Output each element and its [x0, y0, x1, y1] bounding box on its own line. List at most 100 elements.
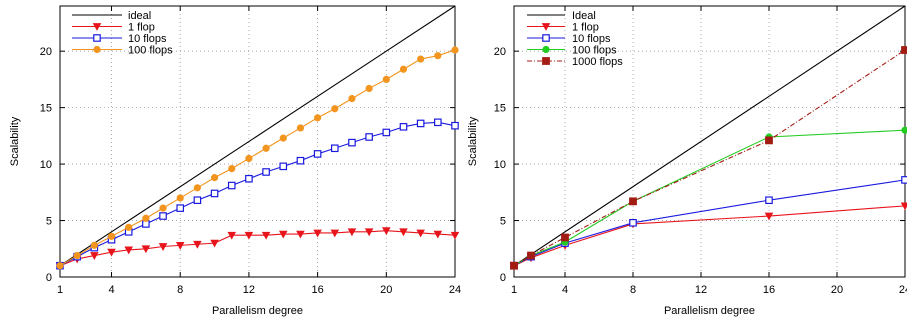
x-tick-label: 1 [511, 284, 517, 296]
legend-marker [92, 23, 102, 31]
data-point [417, 55, 425, 63]
data-point [399, 228, 408, 237]
data-point [296, 230, 305, 239]
plot-frame [59, 5, 456, 278]
data-point [382, 128, 391, 137]
legend-marker [542, 57, 550, 65]
data-point [433, 230, 443, 239]
data-point [193, 196, 202, 205]
data-point [382, 75, 390, 83]
y-tick-label: 10 [40, 159, 52, 171]
data-point [73, 251, 81, 260]
data-point [331, 105, 339, 113]
data-point [450, 231, 460, 240]
data-point [382, 227, 391, 236]
data-point [399, 123, 408, 131]
series-line [59, 121, 456, 267]
series-3 [510, 126, 907, 270]
data-point [193, 184, 201, 192]
series-line [59, 230, 456, 267]
legend-marker [93, 34, 101, 42]
x-tick-label: 1 [57, 284, 63, 296]
data-point [365, 133, 373, 141]
data-point [227, 231, 237, 240]
x-tick-label: 4 [562, 284, 568, 296]
series-line [513, 129, 906, 267]
y-tick-label: 20 [494, 46, 506, 58]
legend-label: ideal [128, 10, 151, 22]
data-point [262, 144, 270, 152]
data-point [141, 245, 151, 254]
data-point [262, 168, 270, 176]
x-tick-label: 16 [311, 284, 323, 296]
plot-frame [513, 5, 906, 278]
y-tick-label: 0 [46, 272, 52, 284]
legend-label: 1 flop [128, 22, 155, 34]
data-point [765, 136, 773, 145]
data-point [764, 212, 774, 221]
data-point [159, 212, 167, 220]
data-point [245, 154, 253, 163]
x-tick-label: 8 [177, 284, 183, 296]
data-point [142, 214, 150, 222]
x-tick-label: 16 [763, 284, 775, 296]
legend-marker [542, 34, 550, 42]
x-tick-label: 24 [449, 284, 461, 296]
data-point [158, 243, 168, 251]
data-point [279, 162, 288, 171]
legend-entry: 1 flop [72, 22, 155, 34]
x-tick-label: 8 [630, 284, 636, 296]
legend-entry: 1000 flops [527, 56, 623, 68]
legend-label: 1 flop [572, 22, 599, 34]
data-point [176, 194, 184, 202]
series-line [59, 49, 456, 267]
data-point [901, 126, 907, 134]
series-1 [509, 202, 907, 271]
y-tick-label: 20 [40, 46, 52, 58]
data-point [210, 239, 219, 248]
legend-label: 100 flops [128, 45, 173, 57]
series-line [513, 49, 906, 267]
data-point [193, 240, 202, 249]
data-point [901, 176, 907, 184]
x-tick-label: 24 [899, 284, 907, 296]
data-point [296, 156, 305, 165]
legend-entry: 100 flops [527, 45, 617, 57]
data-point [434, 118, 442, 127]
legend-entry: 10 flops [72, 33, 167, 45]
data-point [244, 231, 254, 240]
data-point [510, 261, 518, 270]
data-point [901, 46, 907, 54]
data-point [124, 246, 133, 255]
data-point [210, 174, 219, 182]
data-point [176, 204, 185, 212]
legend-label: Ideal [572, 10, 596, 22]
data-point [278, 230, 288, 239]
legend-marker [93, 45, 101, 54]
legend-entry: 100 flops [72, 45, 173, 57]
legend-marker [542, 45, 550, 54]
data-point [434, 52, 442, 60]
x-tick-label: 20 [380, 284, 392, 296]
data-point [313, 229, 322, 238]
data-point [330, 229, 340, 238]
data-point [227, 181, 236, 190]
data-point [451, 46, 459, 54]
series-4 [510, 46, 907, 270]
legend-entry: Ideal [527, 10, 596, 22]
data-point [90, 241, 98, 249]
data-point [228, 165, 236, 173]
data-point [159, 204, 167, 212]
series-1 [55, 227, 460, 271]
data-point [90, 252, 99, 260]
series-3 [56, 46, 459, 270]
data-point [561, 233, 569, 242]
data-point [451, 121, 459, 130]
data-point [365, 84, 373, 93]
data-point [279, 134, 287, 142]
y-tick-label: 5 [46, 216, 52, 228]
y-tick-label: 10 [494, 159, 506, 171]
legend-label: 1000 flops [572, 56, 623, 68]
data-point [765, 196, 773, 205]
